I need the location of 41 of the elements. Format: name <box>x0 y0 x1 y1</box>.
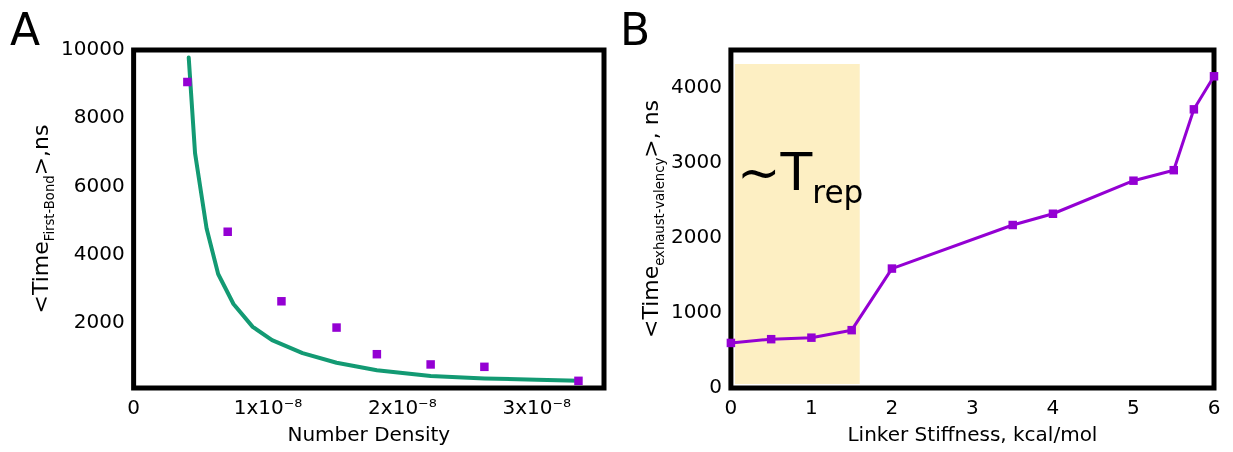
x-tick-label: 1 <box>805 395 818 420</box>
point <box>1209 72 1219 81</box>
x-tick-label: 3x10⁻⁸ <box>502 395 572 420</box>
y-axis-title: <TimeFirst-Bond>,ns <box>28 124 57 314</box>
x-tick-label: 2 <box>885 395 899 420</box>
x-tick-label: 6 <box>1207 395 1221 420</box>
x-tick-label: 5 <box>1127 395 1140 420</box>
y-tick-label: 1000 <box>670 299 722 324</box>
x-axis-title: Number Density <box>287 422 451 447</box>
point <box>1129 176 1138 185</box>
x-tick-label: 2x10⁻⁸ <box>368 395 437 420</box>
point <box>847 325 856 335</box>
x-tick-label: 4 <box>1046 395 1060 420</box>
y-tick-label: 2000 <box>670 223 722 248</box>
point <box>277 297 286 306</box>
x-tick-label: 0 <box>724 395 738 420</box>
point <box>332 323 341 332</box>
y-tick-label: 6000 <box>73 172 125 197</box>
point <box>1169 165 1178 175</box>
x-tick-label: 3 <box>966 395 979 420</box>
point <box>426 360 435 369</box>
point <box>574 376 583 386</box>
x-axis-title: Linker Stiffness, kcal/mol <box>847 422 1098 447</box>
point <box>887 264 897 273</box>
y-tick-label: 4000 <box>670 73 722 98</box>
y-tick-label: 8000 <box>73 104 125 129</box>
y-tick-label: 3000 <box>670 148 722 173</box>
point <box>223 227 232 236</box>
point <box>480 362 489 372</box>
point <box>1189 105 1199 114</box>
y-tick-label: 4000 <box>73 241 125 266</box>
point <box>183 77 192 87</box>
y-tick-label: 2000 <box>73 309 125 334</box>
y-axis-title: <Timeexhaust-valency>, ns <box>638 99 667 339</box>
y-tick-label: 10000 <box>61 36 125 61</box>
point <box>807 333 816 342</box>
chart-title: B <box>620 4 651 56</box>
point <box>1008 220 1017 230</box>
chart-title: A <box>10 4 41 56</box>
x-tick-label: 1x10⁻⁸ <box>233 395 303 420</box>
y-tick-label: 0 <box>709 374 722 399</box>
